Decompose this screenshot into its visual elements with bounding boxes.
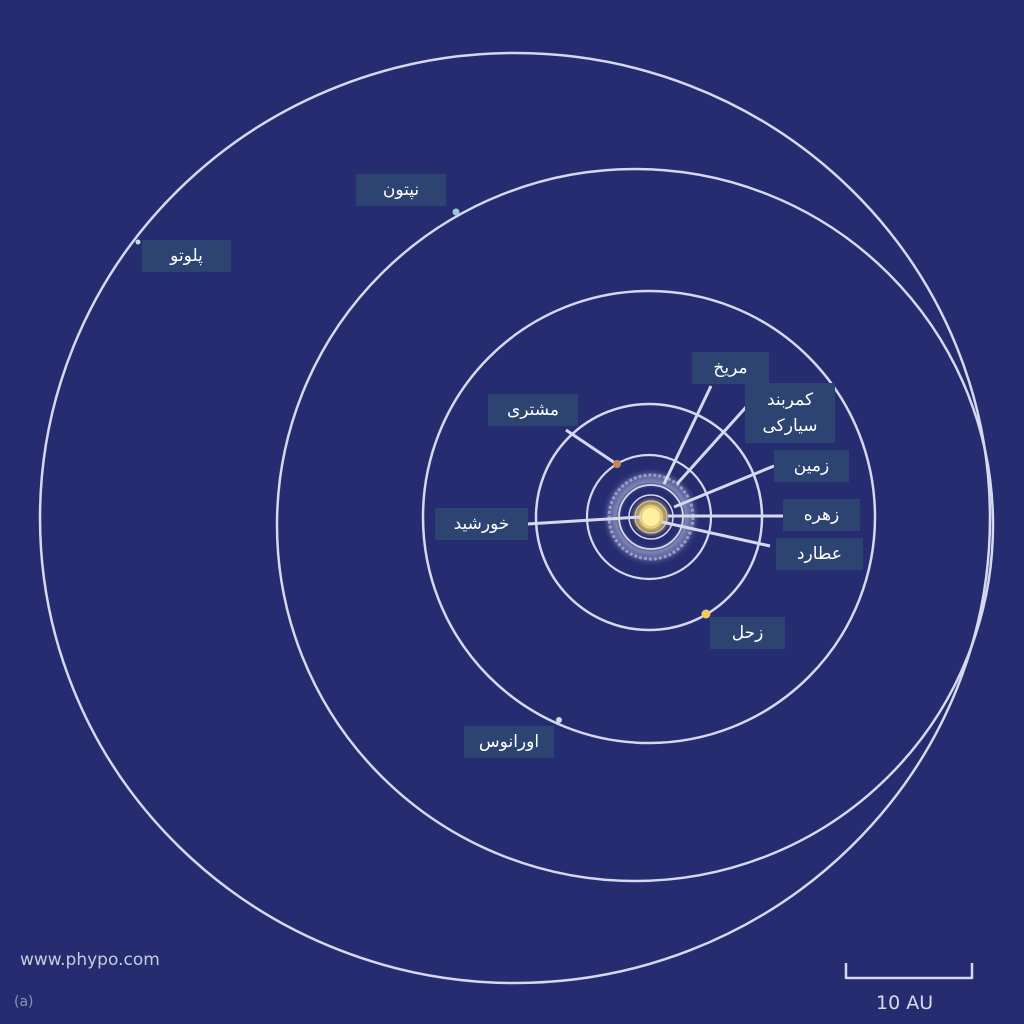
mars-pointer — [662, 385, 713, 485]
scale-bar-label: 10 AU — [876, 992, 934, 1014]
jupiter-pointer — [565, 428, 616, 465]
venus-label: زهره — [783, 499, 860, 531]
uranus-label: اورانوس — [464, 726, 554, 758]
pluto-dot — [135, 239, 141, 245]
saturn-dot — [701, 609, 711, 619]
mercury-pointer — [661, 520, 771, 548]
pluto-label: پلوتو — [142, 240, 231, 272]
sun-pointer — [526, 515, 642, 526]
uranus-orbit — [421, 289, 877, 745]
asteroid-belt-label: کمربند سیارکی — [745, 383, 835, 443]
mars-label: مریخ — [692, 352, 769, 384]
jupiter-label: مشتری — [488, 394, 578, 426]
mercury-label: عطارد — [776, 538, 863, 570]
uranus-dot — [556, 717, 562, 723]
neptune-label: نپتون — [356, 174, 446, 206]
sun — [642, 508, 660, 526]
earth-pointer — [673, 464, 775, 509]
pluto-orbit — [38, 51, 992, 985]
scale-bar — [844, 963, 974, 980]
saturn-label: زحل — [710, 617, 785, 649]
watermark: www.phypo.com — [20, 950, 160, 970]
jupiter-dot — [613, 460, 621, 468]
neptune-dot — [452, 208, 460, 216]
neptune-orbit — [275, 167, 995, 883]
sun-label: خورشید — [435, 508, 528, 540]
earth-label: زمین — [774, 450, 849, 482]
figure-label: (a) — [14, 994, 34, 1010]
pointer-lines — [526, 385, 783, 548]
asteroid-belt-pointer — [675, 404, 749, 486]
